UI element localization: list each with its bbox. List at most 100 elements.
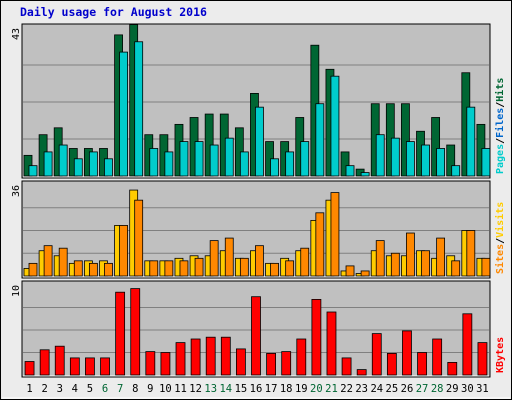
bar-pages-day-5 — [88, 151, 98, 177]
bar-sites-day-4 — [73, 260, 83, 277]
bar-kbytes-day-23 — [356, 369, 367, 376]
bar-pages-day-15 — [239, 151, 249, 177]
bar-kbytes-day-21 — [326, 311, 337, 376]
bar-kbytes-day-28 — [432, 338, 443, 376]
bar-kbytes-day-6 — [100, 357, 110, 376]
panel-kbytes-legend: KBytes — [495, 337, 506, 373]
legend-entry: KBytes — [495, 337, 506, 373]
bar-pages-day-13 — [209, 144, 219, 177]
day-label-25: 25 — [386, 383, 399, 395]
bar-sites-day-14 — [224, 237, 234, 277]
bar-kbytes-day-31 — [477, 342, 488, 376]
day-label-7: 7 — [117, 383, 123, 395]
bar-kbytes-day-13 — [205, 336, 216, 376]
bar-sites-day-18 — [285, 260, 295, 277]
day-label-23: 23 — [355, 383, 368, 395]
day-label-13: 13 — [204, 383, 217, 395]
bar-kbytes-day-24 — [371, 333, 382, 376]
bar-pages-day-10 — [164, 151, 174, 177]
bar-sites-day-9 — [149, 260, 159, 277]
bar-kbytes-day-26 — [402, 330, 412, 376]
bar-kbytes-day-12 — [190, 338, 201, 376]
bar-pages-day-11 — [179, 141, 189, 177]
bar-pages-day-28 — [436, 148, 446, 177]
bar-kbytes-day-25 — [386, 352, 397, 376]
legend-entry: Files — [494, 108, 506, 138]
bar-sites-day-3 — [58, 247, 68, 277]
bar-hits-day-29 — [446, 144, 456, 177]
bar-pages-day-21 — [330, 75, 340, 177]
legend-entry: Sites — [494, 244, 506, 274]
day-label-4: 4 — [72, 383, 78, 395]
bar-pages-day-29 — [451, 165, 461, 177]
bar-pages-day-8 — [134, 41, 144, 177]
day-label-3: 3 — [57, 383, 63, 395]
bar-kbytes-day-5 — [85, 357, 95, 376]
bar-sites-day-8 — [134, 199, 144, 277]
bar-sites-day-28 — [436, 237, 446, 277]
bar-pages-day-31 — [481, 148, 491, 177]
bar-sites-day-22 — [345, 265, 355, 277]
bar-kbytes-day-15 — [235, 348, 246, 376]
bar-pages-day-1 — [28, 165, 38, 177]
day-label-22: 22 — [340, 383, 353, 395]
legend-entry: Visits — [494, 202, 506, 238]
legend-entry: / — [495, 138, 506, 144]
day-label-12: 12 — [189, 383, 202, 395]
bar-pages-day-4 — [73, 158, 83, 177]
day-label-29: 29 — [446, 383, 459, 395]
day-label-1: 1 — [26, 383, 32, 395]
day-label-26: 26 — [401, 383, 414, 395]
panel-hits-files-pages-max-label: 43 — [11, 28, 22, 40]
bar-pages-day-26 — [406, 141, 415, 177]
bar-pages-day-27 — [421, 144, 430, 177]
bar-sites-day-19 — [300, 247, 310, 277]
bar-kbytes-day-22 — [341, 357, 352, 376]
bar-kbytes-day-19 — [296, 338, 307, 376]
bar-kbytes-day-16 — [251, 296, 261, 376]
bar-sites-day-29 — [451, 260, 461, 277]
legend-entry: Pages — [495, 144, 506, 174]
bar-sites-day-25 — [390, 252, 400, 277]
day-label-8: 8 — [132, 383, 138, 395]
bar-sites-day-15 — [239, 257, 249, 277]
bar-sites-day-30 — [466, 230, 476, 277]
day-label-16: 16 — [250, 383, 263, 395]
bar-sites-day-20 — [315, 212, 325, 277]
bar-kbytes-day-1 — [24, 361, 35, 376]
bar-kbytes-day-11 — [175, 342, 186, 376]
bar-pages-day-18 — [285, 151, 295, 177]
legend-entry: / — [495, 102, 506, 108]
bar-pages-day-17 — [270, 158, 279, 177]
panel-visits-sites-max-label: 36 — [11, 185, 22, 197]
legend-entry: Hits — [494, 78, 506, 102]
day-label-17: 17 — [265, 383, 278, 395]
bar-pages-day-3 — [58, 144, 68, 177]
bar-sites-day-7 — [119, 225, 128, 277]
bar-pages-day-22 — [345, 165, 355, 177]
day-label-6: 6 — [102, 383, 108, 395]
bar-kbytes-day-20 — [311, 298, 322, 376]
bar-sites-day-27 — [421, 250, 430, 277]
bar-kbytes-day-17 — [266, 352, 277, 376]
chart-title: Daily usage for August 2016 — [20, 5, 207, 19]
bar-pages-day-25 — [390, 137, 400, 177]
bar-sites-day-13 — [209, 240, 219, 277]
day-label-10: 10 — [159, 383, 172, 395]
bar-sites-day-24 — [375, 240, 385, 277]
bar-sites-day-5 — [88, 262, 98, 277]
bar-pages-day-16 — [255, 106, 264, 177]
panel-kbytes-max-label: 10 — [11, 285, 22, 297]
bar-sites-day-6 — [104, 262, 113, 277]
day-label-27: 27 — [416, 383, 429, 395]
bar-pages-day-24 — [375, 134, 385, 177]
day-label-28: 28 — [431, 383, 444, 395]
bar-sites-day-26 — [406, 232, 415, 277]
bar-kbytes-day-9 — [145, 351, 156, 376]
day-label-14: 14 — [219, 383, 232, 395]
bar-sites-day-21 — [330, 192, 340, 277]
bar-sites-day-10 — [164, 260, 174, 277]
bar-pages-day-20 — [315, 103, 325, 177]
day-label-21: 21 — [325, 383, 338, 395]
